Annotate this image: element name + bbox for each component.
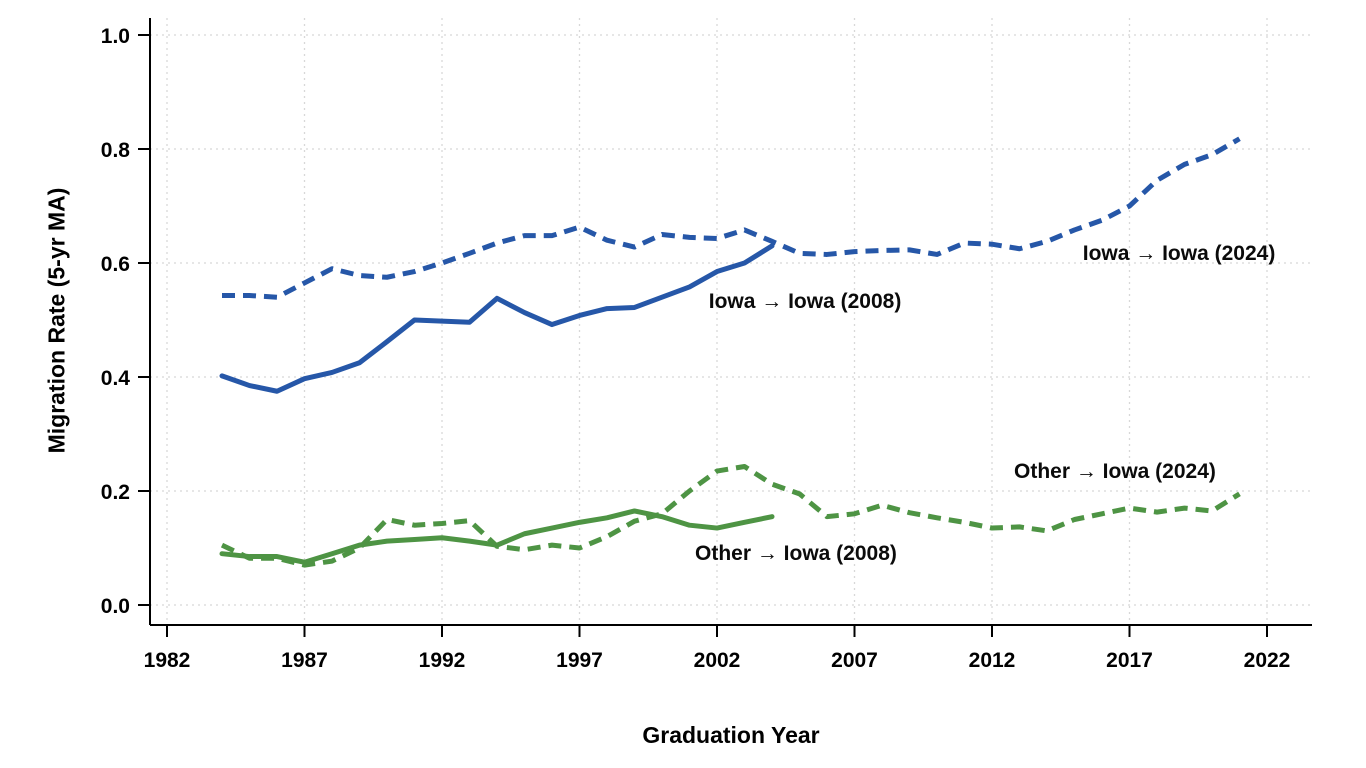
y-tick-label-0.2: 0.2 (101, 481, 130, 504)
y-axis-title: Migration Rate (5-yr MA) (43, 187, 70, 454)
x-tick-label-2017: 2017 (1106, 649, 1153, 672)
x-tick-label-2022: 2022 (1244, 649, 1291, 672)
series-annotation-4: Other → Iowa (2008) (695, 542, 897, 565)
x-tick-label-2002: 2002 (694, 649, 741, 672)
y-tick-label-1.0: 1.0 (101, 25, 130, 48)
series-line-2 (219, 243, 775, 394)
x-tick-label-2007: 2007 (831, 649, 878, 672)
y-tick-label-0.4: 0.4 (101, 367, 131, 390)
x-tick-label-1982: 1982 (144, 649, 191, 672)
y-tick-label-0.8: 0.8 (101, 139, 131, 162)
grid (150, 18, 1312, 625)
x-tick-label-1992: 1992 (419, 649, 466, 672)
series-annotation-1: Iowa → Iowa (2008) (709, 290, 902, 313)
x-tick-label-1997: 1997 (556, 649, 603, 672)
y-tick-label-0.0: 0.0 (101, 595, 130, 618)
x-tick-label-1987: 1987 (281, 649, 328, 672)
y-tick-label-0.6: 0.6 (101, 253, 130, 276)
axes (138, 18, 1312, 637)
series-line-1 (222, 136, 1241, 300)
x-tick-label-2012: 2012 (969, 649, 1016, 672)
series-annotation-3: Other → Iowa (2024) (1014, 460, 1216, 483)
series-line-4 (219, 508, 775, 565)
series-annotation-2: Iowa → Iowa (2024) (1083, 242, 1276, 265)
x-axis-title: Graduation Year (642, 722, 820, 748)
